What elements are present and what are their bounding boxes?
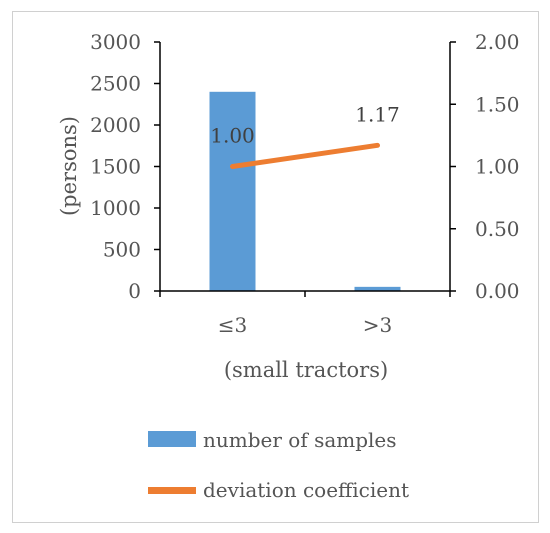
bar: [354, 286, 401, 291]
legend: number of samples deviation coefficient: [148, 428, 409, 502]
x-axis-ticks: ≤3 >3: [218, 313, 392, 337]
right-axis-ticks: 0.00 0.50 1.00 1.50 2.00: [450, 30, 520, 303]
legend-label-bars: number of samples: [203, 428, 397, 452]
legend-label-line: deviation coefficient: [203, 478, 409, 502]
axes: [159, 42, 451, 297]
data-label: 1.17: [355, 102, 400, 126]
bar: [209, 91, 256, 291]
legend-swatch-line: [148, 487, 196, 494]
left-tick-label: 3000: [90, 30, 141, 54]
deviation-line: [230, 142, 380, 169]
line-series: 1.00 1.17: [210, 102, 400, 169]
right-tick-label: 1.00: [475, 155, 520, 179]
x-tick-label: >3: [363, 313, 392, 337]
left-tick-label: 1000: [90, 196, 141, 220]
data-label: 1.00: [210, 124, 255, 148]
right-tick-label: 1.50: [475, 92, 520, 116]
left-tick-label: 1500: [90, 155, 141, 179]
left-tick-label: 500: [103, 238, 141, 262]
left-axis-ticks: 0 500 1000 1500 2000 2500 3000: [90, 30, 160, 303]
chart-frame: [12, 11, 539, 523]
y-axis-title: (persons): [57, 116, 81, 216]
legend-swatch-bars: [148, 431, 196, 447]
x-axis-title: (small tractors): [224, 358, 388, 382]
right-tick-label: 0.00: [475, 279, 520, 303]
bars: [209, 91, 401, 291]
left-tick-label: 0: [128, 279, 141, 303]
right-tick-label: 0.50: [475, 217, 520, 241]
right-tick-label: 2.00: [475, 30, 520, 54]
left-tick-label: 2500: [90, 72, 141, 96]
x-tick-label: ≤3: [218, 313, 247, 337]
left-tick-label: 2000: [90, 113, 141, 137]
